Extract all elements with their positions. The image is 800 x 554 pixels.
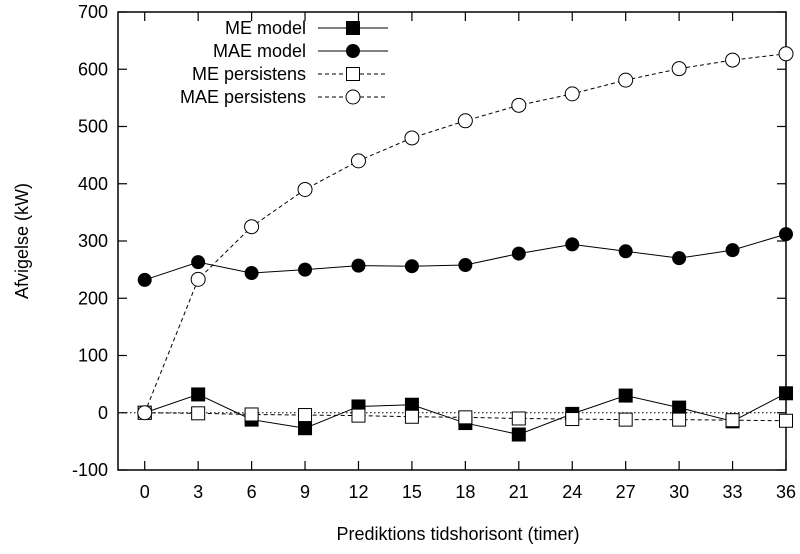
data-point-mae-persistens [137, 405, 153, 421]
legend-label: ME model [225, 18, 306, 38]
data-point-mae-persistens [244, 219, 260, 235]
y-tick-label: -100 [72, 460, 108, 480]
x-tick-label: 30 [669, 482, 689, 502]
data-point-mae-model [458, 258, 473, 273]
data-point-mae-persistens [297, 181, 313, 197]
legend-label: ME persistens [192, 64, 306, 84]
legend-marker [346, 21, 360, 35]
data-point-mae-model [618, 244, 633, 259]
data-point-mae-model [511, 246, 526, 261]
data-point-me-persistens [351, 408, 366, 423]
data-point-me-persistens [565, 412, 580, 427]
series-line-mae-persistens [144, 53, 787, 413]
plot-series [137, 46, 794, 442]
data-point-me-persistens [779, 413, 793, 428]
data-point-mae-model [565, 237, 580, 252]
x-tick-label: 18 [455, 482, 475, 502]
y-tick-label: 0 [98, 403, 108, 423]
legend-marker [346, 44, 360, 58]
data-point-me-persistens [511, 411, 526, 426]
data-point-mae-model [779, 227, 793, 242]
data-point-mae-persistens [671, 61, 687, 77]
data-point-me-model [779, 386, 793, 401]
x-tick-label: 21 [509, 482, 529, 502]
legend: ME model MAE model ME persistens MAE persis… [180, 18, 388, 107]
y-tick-label: 300 [78, 231, 108, 251]
x-tick-label: 36 [776, 482, 796, 502]
x-tick-label: 15 [402, 482, 422, 502]
data-point-mae-model [191, 255, 206, 270]
legend-marker [346, 67, 360, 81]
data-point-me-model [511, 427, 526, 442]
data-point-me-model [404, 397, 419, 412]
series-line-mae-model [144, 233, 787, 281]
x-axis-label: Prediktions tidshorisont (timer) [336, 524, 579, 544]
y-tick-label: 100 [78, 346, 108, 366]
legend-label: MAE persistens [180, 87, 306, 107]
data-point-me-persistens [618, 412, 633, 427]
data-point-mae-persistens [618, 72, 634, 88]
data-point-mae-model [298, 262, 313, 277]
data-point-mae-persistens [564, 86, 580, 102]
y-tick-label: 700 [78, 2, 108, 22]
data-point-mae-model [672, 251, 687, 266]
x-tick-label: 9 [300, 482, 310, 502]
x-tick-label: 0 [140, 482, 150, 502]
data-point-me-model [618, 388, 633, 403]
data-point-mae-model [351, 258, 366, 273]
data-point-me-persistens [298, 408, 313, 423]
data-point-mae-persistens [190, 271, 206, 287]
data-point-me-persistens [672, 412, 687, 427]
data-point-me-persistens [191, 406, 206, 421]
data-point-mae-persistens [457, 113, 473, 129]
data-point-me-model [298, 421, 313, 436]
data-point-mae-persistens [350, 153, 366, 169]
data-point-me-model [191, 387, 206, 402]
legend-label: MAE model [213, 41, 306, 61]
y-tick-label: 500 [78, 117, 108, 137]
x-tick-label: 24 [562, 482, 582, 502]
data-point-me-persistens [725, 413, 740, 428]
y-tick-label: 600 [78, 59, 108, 79]
x-tick-label: 33 [723, 482, 743, 502]
data-point-me-persistens [404, 409, 419, 424]
x-tick-label: 12 [348, 482, 368, 502]
x-tick-label: 6 [247, 482, 257, 502]
y-tick-label: 400 [78, 174, 108, 194]
y-axis-label: Afvigelse (kW) [12, 183, 32, 299]
data-point-mae-model [244, 266, 259, 281]
data-point-mae-persistens [725, 52, 741, 68]
x-tick-label: 27 [616, 482, 636, 502]
data-point-mae-model [404, 259, 419, 274]
data-point-mae-model [137, 272, 152, 287]
data-point-mae-persistens [404, 130, 420, 146]
x-tick-label: 3 [193, 482, 203, 502]
data-point-me-persistens [458, 410, 473, 425]
data-point-mae-persistens [778, 46, 794, 62]
y-tick-label: 200 [78, 288, 108, 308]
data-point-mae-persistens [511, 97, 527, 113]
data-point-me-persistens [244, 407, 259, 422]
legend-marker [345, 89, 361, 105]
data-point-mae-model [725, 243, 740, 258]
data-point-me-model [672, 400, 687, 415]
